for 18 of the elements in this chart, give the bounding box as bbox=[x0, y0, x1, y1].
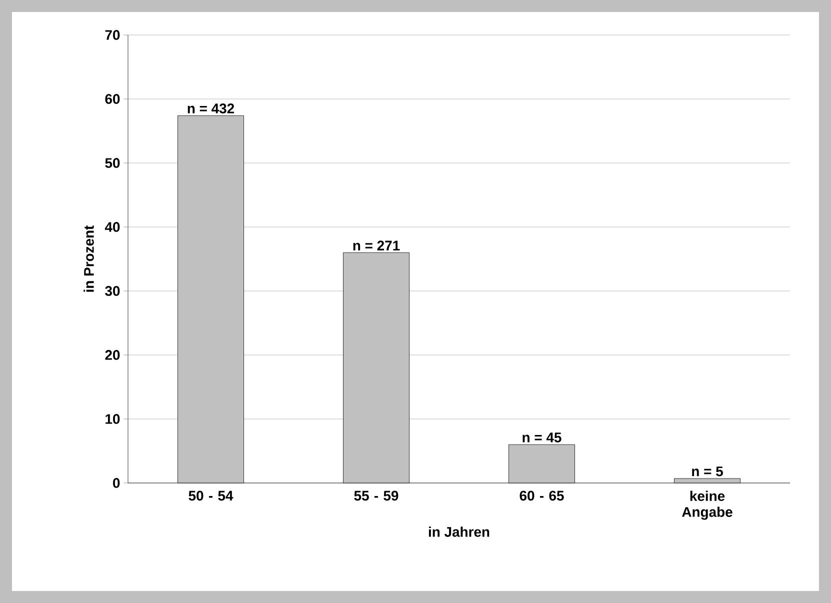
x-tick-label: 55 - 59 bbox=[354, 490, 398, 501]
y-tick-label: 30 bbox=[105, 286, 120, 296]
y-tick-label: 20 bbox=[105, 350, 120, 360]
y-tick-label: 70 bbox=[105, 30, 120, 40]
annotation: n = 271 bbox=[353, 240, 400, 250]
y-tick-label: 0 bbox=[113, 478, 120, 488]
y-tick-label: 60 bbox=[105, 94, 120, 104]
x-tick-label: 50 - 54 bbox=[188, 490, 234, 501]
x-tick-label: keine Angabe bbox=[682, 490, 732, 520]
annotation: n = 45 bbox=[522, 432, 562, 442]
annotation: n = 5 bbox=[692, 466, 723, 476]
y-tick-label: 40 bbox=[104, 222, 120, 232]
x-axis-title: in Jahren bbox=[428, 526, 490, 537]
y-tick-label: 50 bbox=[105, 158, 120, 168]
y-tick-label: 10 bbox=[106, 414, 120, 424]
annotation: n = 432 bbox=[188, 104, 234, 114]
y-axis-title: in Prozent bbox=[84, 225, 94, 292]
x-tick-label: 60 - 65 bbox=[520, 490, 564, 501]
